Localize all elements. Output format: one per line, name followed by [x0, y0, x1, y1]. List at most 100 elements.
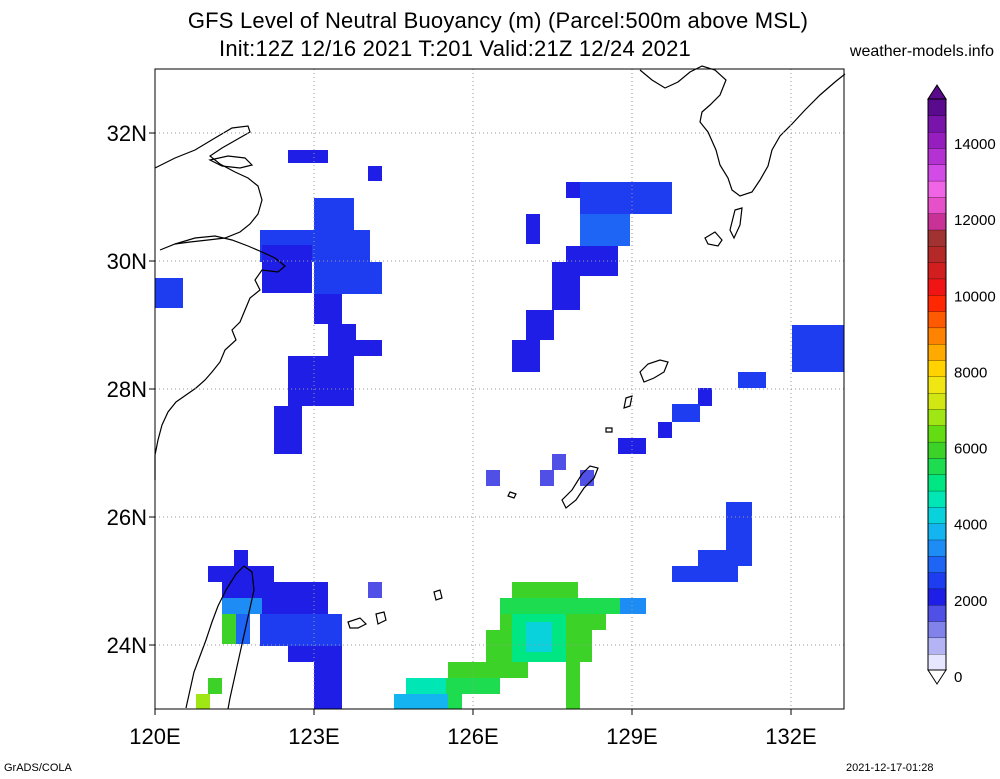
- colorbar-cell: [927, 131, 947, 149]
- y-tick-label: 30N: [107, 249, 147, 274]
- x-tick-label: 123E: [288, 724, 339, 749]
- colorbar-cell: [927, 604, 947, 622]
- coast-island: [347, 617, 368, 629]
- y-tick-label: 28N: [107, 377, 147, 402]
- buoyancy-field: [155, 150, 844, 709]
- field-cell: [526, 214, 540, 244]
- coast-china-east: [154, 235, 286, 456]
- colorbar-cell: [927, 294, 947, 312]
- coast-taiwan-east: [227, 565, 255, 710]
- field-cell: [738, 372, 766, 388]
- colorbar-cell: [927, 278, 947, 296]
- colorbar-cell: [927, 229, 947, 247]
- graticule: [155, 69, 844, 709]
- field-cell: [394, 694, 460, 709]
- field-cell: [208, 678, 222, 694]
- colorbar-cell: [927, 343, 947, 361]
- site-name: weather-models.info: [849, 43, 994, 60]
- field-cell: [512, 582, 578, 598]
- field-cell: [368, 582, 382, 598]
- field-cell: [234, 550, 248, 566]
- field-cell: [658, 422, 672, 438]
- field-cell: [580, 470, 594, 486]
- field-cell: [262, 245, 312, 293]
- field-cell: [580, 182, 672, 214]
- colorbar-label: 2000: [954, 593, 987, 610]
- colorbar-cell: [927, 261, 947, 280]
- colorbar-frame: [927, 98, 947, 671]
- colorbar-top-arrow: [927, 84, 947, 100]
- field-cell: [288, 646, 342, 662]
- y-tick-label: 26N: [107, 505, 147, 530]
- colorbar-cell: [927, 523, 947, 541]
- colorbar-cell: [927, 490, 947, 508]
- field-cell: [698, 388, 712, 406]
- map-title: GFS Level of Neutral Buoyancy (m) (Parce…: [187, 8, 809, 33]
- y-tick-label: 32N: [107, 121, 147, 146]
- footer-credit: GrADS/COLA: [4, 762, 72, 774]
- field-cell: [448, 694, 462, 709]
- field-cell: [552, 454, 566, 470]
- colorbar-cell: [927, 457, 947, 475]
- field-cell: [274, 406, 302, 454]
- colorbar-cell: [927, 98, 947, 116]
- colorbar-label: 0: [954, 669, 962, 686]
- field-cell: [566, 182, 580, 198]
- field-cell: [222, 614, 236, 644]
- field-cell: [698, 550, 752, 566]
- colorbar-cells: [927, 84, 947, 685]
- colorbar-bottom-arrow: [927, 669, 947, 685]
- colorbar-cell: [927, 571, 947, 590]
- field-cell: [672, 566, 738, 582]
- colorbar-label: 4000: [954, 517, 987, 534]
- field-cell: [406, 678, 446, 694]
- x-tick-label: 132E: [765, 724, 816, 749]
- colorbar-cell: [927, 245, 947, 263]
- field-cell: [580, 214, 630, 246]
- coast-china-north: [154, 125, 263, 251]
- x-tick-label: 120E: [129, 724, 180, 749]
- colorbar-label: 12000: [954, 212, 996, 229]
- colorbar-cell: [927, 196, 947, 214]
- colorbar-cell: [927, 376, 947, 394]
- field-cell: [314, 198, 354, 230]
- field-cell: [260, 614, 342, 646]
- coast-okinawa: [561, 465, 599, 509]
- field-cell: [540, 470, 554, 486]
- colorbar: 0 2000 4000 6000 8000 10000 12000 14000: [927, 84, 996, 686]
- colorbar-cell: [927, 180, 947, 198]
- field-cell: [288, 356, 354, 406]
- colorbar-cell: [927, 425, 947, 443]
- colorbar-cell: [927, 474, 947, 492]
- colorbar-cell: [927, 359, 947, 377]
- colorbar-label: 8000: [954, 364, 987, 381]
- field-cell: [155, 278, 183, 308]
- colorbar-cell: [927, 441, 947, 459]
- field-cell: [552, 262, 580, 310]
- colorbar-cell: [927, 506, 947, 524]
- field-cell: [672, 404, 700, 422]
- field-cell: [314, 662, 342, 709]
- field-cell: [222, 598, 262, 614]
- footer-timestamp: 2021-12-17-01:28: [846, 762, 934, 774]
- colorbar-cell: [927, 392, 947, 410]
- colorbar-cell: [927, 164, 947, 182]
- colorbar-cell: [927, 653, 947, 671]
- field-cell: [368, 166, 382, 181]
- y-axis: 24N 26N 28N 30N 32N: [107, 121, 155, 658]
- colorbar-cell: [927, 620, 947, 639]
- field-cell: [208, 566, 274, 582]
- field-cell: [566, 662, 580, 709]
- colorbar-cell: [927, 539, 947, 557]
- coast-kyushu: [639, 65, 846, 197]
- coast-island: [704, 231, 723, 247]
- x-axis: 120E 123E 126E 129E 132E: [129, 709, 817, 749]
- field-cell: [340, 340, 382, 356]
- colorbar-label: 6000: [954, 441, 987, 458]
- field-cell: [314, 262, 382, 294]
- field-cell: [526, 622, 552, 652]
- field-cell: [726, 502, 752, 550]
- field-cell: [792, 325, 844, 372]
- coast-lake: [208, 155, 254, 169]
